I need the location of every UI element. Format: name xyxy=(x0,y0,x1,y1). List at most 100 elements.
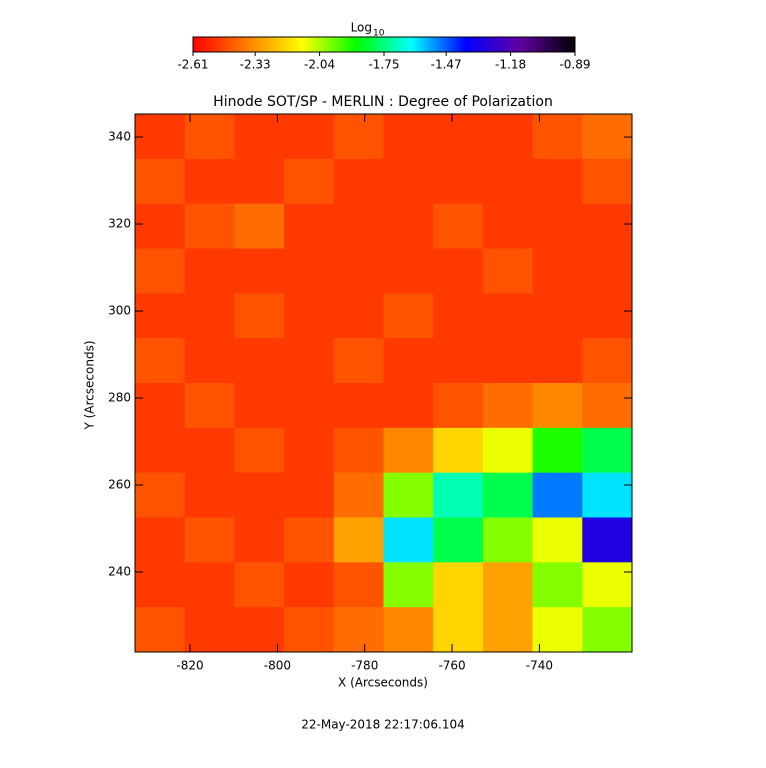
heatmap-cell xyxy=(135,248,186,294)
heatmap-cell xyxy=(333,114,384,160)
heatmap-cell xyxy=(184,562,235,608)
heatmap-cell xyxy=(135,293,186,339)
heatmap-cell xyxy=(333,203,384,249)
colorbar xyxy=(192,36,576,53)
heatmap-cell xyxy=(135,472,186,518)
heatmap-cell xyxy=(135,562,186,608)
heatmap-cell xyxy=(433,248,484,294)
heatmap-cell xyxy=(482,517,534,563)
heatmap-cell xyxy=(284,248,335,294)
heatmap-cell xyxy=(234,338,285,384)
heatmap-cell xyxy=(433,427,484,474)
y-tick-label: 260 xyxy=(108,477,131,491)
heatmap-cell xyxy=(582,248,633,294)
y-tick-label: 340 xyxy=(108,130,131,144)
colorbar-label: Log xyxy=(351,21,372,35)
heatmap-cell xyxy=(532,158,583,205)
heatmap-cell xyxy=(333,562,384,608)
heatmap-cell xyxy=(284,114,335,160)
heatmap-cell xyxy=(383,472,434,518)
heatmap-cell xyxy=(582,383,633,429)
heatmap-cell xyxy=(433,114,484,160)
colorbar-tick-label: -1.18 xyxy=(495,58,526,72)
heatmap-cell xyxy=(333,158,384,205)
heatmap-cell xyxy=(532,338,583,384)
colorbar-label-sub: 10 xyxy=(373,29,385,39)
heatmap-cell xyxy=(482,114,534,160)
heatmap-cell xyxy=(135,158,186,205)
heatmap-cell xyxy=(383,562,434,608)
heatmap-cell xyxy=(135,517,186,563)
heatmap-cell xyxy=(383,427,434,474)
heatmap-cell xyxy=(135,427,186,474)
heatmap-cell xyxy=(482,293,534,339)
heatmap-cell xyxy=(184,427,235,474)
colorbar-tick-label: -2.04 xyxy=(304,58,335,72)
plot-frame xyxy=(134,113,633,653)
heatmap-cell xyxy=(532,203,583,249)
heatmap-cell xyxy=(234,517,285,563)
heatmap-cell xyxy=(333,338,384,384)
y-tick-label: 300 xyxy=(108,304,131,318)
heatmap-cell xyxy=(234,248,285,294)
heatmap-cell xyxy=(383,338,434,384)
heatmap-cell xyxy=(582,427,633,474)
heatmap-cell xyxy=(482,203,534,249)
heatmap-cell xyxy=(582,338,633,384)
heatmap-cell xyxy=(234,158,285,205)
heatmap-cell xyxy=(383,383,434,429)
heatmap-cell xyxy=(482,248,534,294)
heatmap-cell xyxy=(532,472,583,518)
heatmap-cell xyxy=(135,383,186,429)
heatmap-cell xyxy=(135,338,186,384)
heatmap-cell xyxy=(482,338,534,384)
heatmap-cell xyxy=(333,427,384,474)
colorbar-tick-label: -2.61 xyxy=(177,58,208,72)
heatmap-cell xyxy=(433,203,484,249)
heatmap-cell xyxy=(135,607,186,653)
heatmap-cell xyxy=(284,607,335,653)
colorbar-tick-label: -2.33 xyxy=(240,58,271,72)
heatmap-cell xyxy=(433,517,484,563)
heatmap-cell xyxy=(184,472,235,518)
heatmap-cell xyxy=(532,248,583,294)
x-tick-label: -780 xyxy=(351,659,378,673)
heatmap-cell xyxy=(333,607,384,653)
heatmap-cell xyxy=(284,383,335,429)
heatmap-cell xyxy=(482,427,534,474)
heatmap-cell xyxy=(532,517,583,563)
heatmap-cell xyxy=(383,517,434,563)
heatmap-cell xyxy=(184,203,235,249)
heatmap-cell xyxy=(284,158,335,205)
heatmap-cell xyxy=(184,517,235,563)
x-tick-label: -820 xyxy=(176,659,203,673)
heatmap-cell xyxy=(582,158,633,205)
heatmap-cell xyxy=(482,472,534,518)
heatmap-cell xyxy=(333,517,384,563)
heatmap-cell xyxy=(284,472,335,518)
heatmap-cell xyxy=(284,338,335,384)
y-axis-label: Y (Arcseconds) xyxy=(83,340,97,430)
x-tick-label: -800 xyxy=(264,659,291,673)
heatmap-cell xyxy=(333,472,384,518)
heatmap-cell xyxy=(433,293,484,339)
heatmap-cell xyxy=(234,472,285,518)
heatmap-cell xyxy=(532,562,583,608)
heatmap-cell xyxy=(383,203,434,249)
heatmap-cell xyxy=(532,427,583,474)
heatmap-cell xyxy=(135,114,186,160)
heatmap-cell xyxy=(582,203,633,249)
heatmap-cell xyxy=(184,607,235,653)
x-axis-label: X (Arcseconds) xyxy=(338,676,428,690)
chart-title: Hinode SOT/SP - MERLIN : Degree of Polar… xyxy=(213,94,553,110)
y-tick-label: 240 xyxy=(108,564,131,578)
heatmap-cell xyxy=(383,293,434,339)
heatmap-cell xyxy=(433,383,484,429)
heatmap-cell xyxy=(383,607,434,653)
heatmap-cell xyxy=(582,472,633,518)
heatmap-cell xyxy=(433,338,484,384)
heatmap-cell xyxy=(333,383,384,429)
heatmap-cell xyxy=(184,293,235,339)
heatmap-cell xyxy=(184,248,235,294)
